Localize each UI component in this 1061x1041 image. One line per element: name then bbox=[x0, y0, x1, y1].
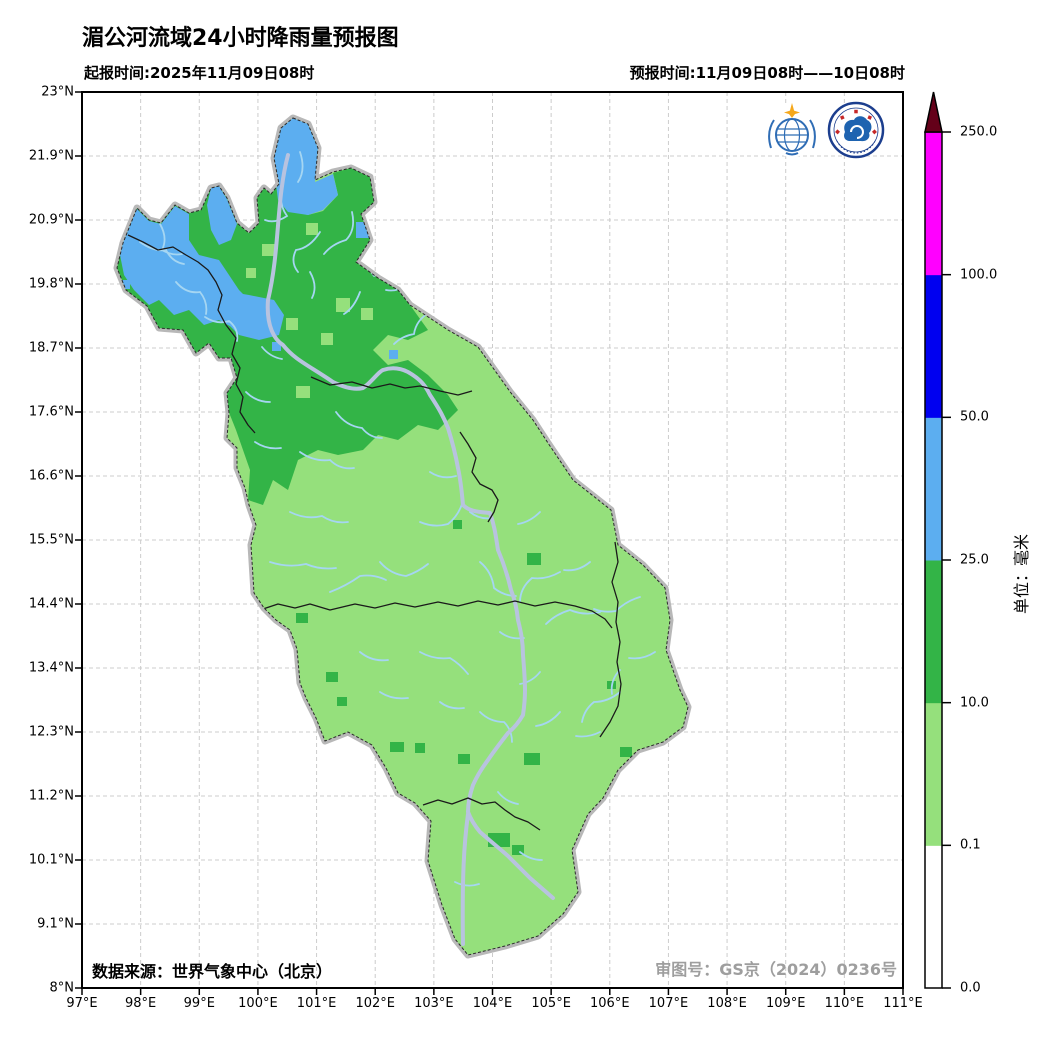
y-tick-label: 23°N bbox=[41, 84, 74, 100]
basin-boundary-line bbox=[116, 117, 689, 956]
colorbar bbox=[924, 91, 951, 989]
x-tick-label: 109°E bbox=[765, 996, 806, 1011]
y-tick-label: 14.4°N bbox=[28, 596, 74, 612]
data-source-label: 数据来源：世界气象中心（北京） bbox=[92, 962, 333, 981]
colorbar-tick-label: 0.1 bbox=[960, 837, 981, 853]
colorbar-tick-label: 50.0 bbox=[960, 409, 989, 425]
x-tick-label: 104°E bbox=[472, 996, 513, 1011]
x-tick-label: 106°E bbox=[590, 996, 630, 1011]
colorbar-overflow-arrow bbox=[924, 91, 943, 133]
x-tick-label: 105°E bbox=[531, 996, 571, 1011]
page-title: 湄公河流域24小时降雨量预报图 bbox=[82, 26, 399, 51]
x-tick-label: 107°E bbox=[648, 996, 689, 1011]
x-tick-label: 100°E bbox=[238, 996, 278, 1011]
colorbar-tick-label: 100.0 bbox=[960, 267, 998, 283]
x-tick-label: 111°E bbox=[883, 996, 923, 1011]
x-tick-label: 101°E bbox=[296, 996, 337, 1011]
forecast-time-label: 预报时间:11月09日08时——10日08时 bbox=[629, 64, 905, 82]
rain-green-region bbox=[117, 168, 458, 505]
x-tick-label: 98°E bbox=[125, 996, 157, 1011]
colorbar-segment bbox=[925, 845, 942, 989]
map-approval-label: 审图号：GS京（2024）0236号 bbox=[655, 960, 897, 979]
x-tick-label: 108°E bbox=[707, 996, 747, 1011]
y-tick-label: 10.1°N bbox=[28, 852, 74, 868]
colorbar-tick-label: 10.0 bbox=[960, 695, 989, 711]
y-tick-label: 12.3°N bbox=[28, 724, 74, 740]
colorbar-tick-label: 0.0 bbox=[960, 980, 981, 996]
colorbar-segment bbox=[925, 274, 942, 418]
y-tick-label: 17.6°N bbox=[28, 404, 74, 420]
y-tick-label: 16.6°N bbox=[28, 468, 74, 484]
colorbar-tick-label: 250.0 bbox=[960, 124, 998, 140]
colorbar-segment bbox=[925, 560, 942, 704]
y-tick-label: 15.5°N bbox=[28, 532, 74, 548]
y-tick-label: 11.2°N bbox=[28, 788, 74, 804]
init-time-label: 起报时间:2025年11月09日08时 bbox=[84, 64, 315, 82]
colorbar-segment bbox=[925, 132, 942, 276]
rain-light-green-speckles bbox=[246, 223, 373, 398]
x-tick-label: 103°E bbox=[414, 996, 454, 1011]
y-tick-label: 20.9°N bbox=[28, 212, 74, 228]
y-tick-label: 21.9°N bbox=[28, 148, 74, 164]
y-tick-label: 9.1°N bbox=[37, 916, 74, 932]
country-borders bbox=[127, 234, 622, 831]
x-tick-label: 110°E bbox=[824, 996, 865, 1011]
y-tick-label: 19.8°N bbox=[28, 276, 74, 292]
x-tick-label: 97°E bbox=[66, 996, 98, 1011]
x-tick-label: 99°E bbox=[183, 996, 215, 1011]
river-network bbox=[139, 151, 656, 887]
axis-ticks bbox=[75, 91, 904, 995]
wmo-logo bbox=[765, 103, 819, 157]
y-tick-label: 18.7°N bbox=[28, 340, 74, 356]
mekong-mainstream-river bbox=[265, 153, 555, 946]
cma-logo bbox=[827, 101, 885, 159]
colorbar-segment bbox=[925, 702, 942, 846]
x-tick-label: 102°E bbox=[355, 996, 395, 1011]
colorbar-unit-label: 单位：毫米 bbox=[1012, 533, 1031, 614]
y-tick-label: 13.4°N bbox=[28, 660, 74, 676]
colorbar-segment bbox=[925, 417, 942, 561]
y-tick-label: 8°N bbox=[49, 980, 75, 996]
colorbar-tick-label: 25.0 bbox=[960, 552, 989, 568]
